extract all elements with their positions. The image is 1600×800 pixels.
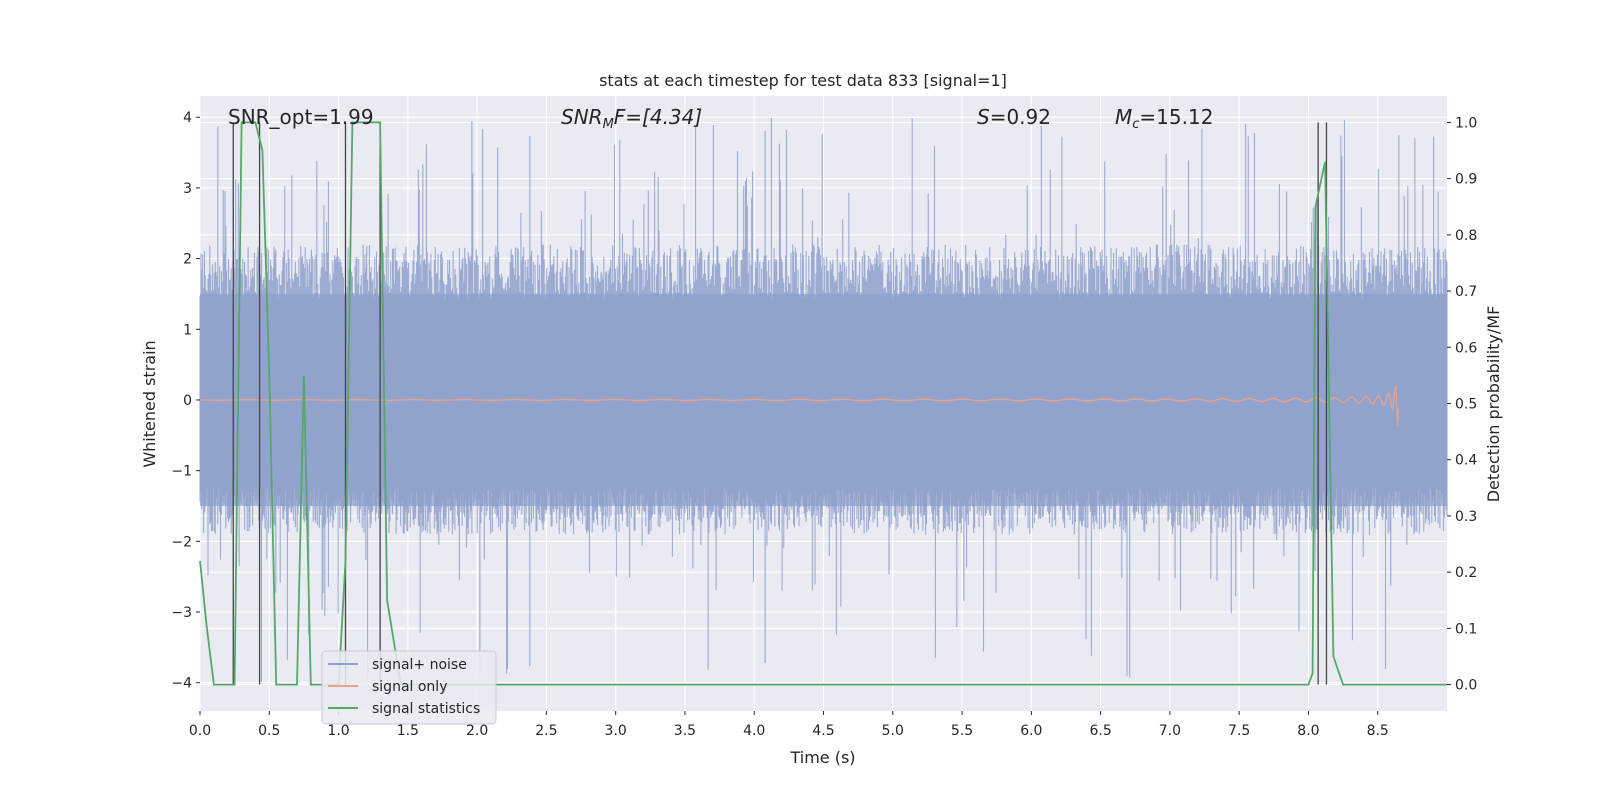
annotation-s-symbol: S — [977, 105, 990, 129]
y2-tick-labels: 1.0 0.9 0.8 0.7 0.6 0.5 0.4 0.3 0.2 0.1 0.0 — [1447, 115, 1477, 694]
annotation-snr-mf: SNRMF=[4.34] — [561, 105, 702, 132]
annotation-mc: Mc=15.12 — [1115, 105, 1213, 132]
y2-tick-label: 0.6 — [1455, 340, 1477, 356]
y-tick-label: −1 — [171, 464, 192, 480]
legend-label-signal-only: signal only — [372, 679, 447, 695]
annotation-snr-mf-subscript: M — [603, 117, 614, 132]
annotation-mc-symbol: M — [1115, 105, 1132, 129]
x-tick-label: 6.0 — [1020, 723, 1042, 739]
annotation-snr-mf-symbol: SNR — [561, 105, 603, 129]
x-tick-label: 3.5 — [674, 723, 696, 739]
x-tick-label: 5.5 — [951, 723, 973, 739]
legend-label-signal-noise: signal+ noise — [372, 657, 467, 673]
y2-tick-label: 0.0 — [1455, 678, 1477, 694]
y2-axis-label: Detection probability/MF — [1484, 306, 1503, 503]
legend: signal+ noise signal only signal statist… — [321, 650, 497, 725]
annotation-mc-value: =15.12 — [1139, 105, 1213, 129]
x-tick-label: 0.0 — [189, 723, 211, 739]
x-tick-label: 7.0 — [1159, 723, 1181, 739]
x-tick-label: 8.5 — [1367, 723, 1389, 739]
y2-tick-label: 0.2 — [1455, 565, 1477, 581]
x-tick-label: 2.5 — [535, 723, 557, 739]
y2-tick-label: 0.8 — [1455, 228, 1477, 244]
y-tick-label: −2 — [171, 534, 192, 550]
y2-tick-label: 1.0 — [1455, 115, 1477, 131]
x-tick-label: 8.0 — [1297, 723, 1319, 739]
y-tick-label: −4 — [171, 676, 192, 692]
annotation-snr-opt: SNR_opt=1.99 — [228, 105, 374, 129]
y-tick-label: 3 — [183, 181, 192, 197]
x-tick-label: 0.5 — [258, 723, 280, 739]
y2-tick-label: 0.3 — [1455, 509, 1477, 525]
x-tick-label: 6.5 — [1089, 723, 1111, 739]
annotation-mc-subscript: c — [1132, 117, 1139, 132]
annotation-s-value: =0.92 — [990, 105, 1051, 129]
x-tick-label: 1.5 — [397, 723, 419, 739]
y2-tick-label: 0.1 — [1455, 621, 1477, 637]
y-tick-labels: 4 3 2 1 0 −1 −2 −3 −4 — [171, 110, 200, 692]
y-tick-label: 0 — [183, 393, 192, 409]
x-tick-label: 7.5 — [1228, 723, 1250, 739]
y2-tick-label: 0.7 — [1455, 284, 1477, 300]
annotation-s: S=0.92 — [977, 105, 1051, 129]
annotation-snr-mf-value: F=[4.34] — [614, 105, 702, 129]
y-tick-label: −3 — [171, 605, 192, 621]
legend-box — [321, 650, 497, 725]
y2-tick-label: 0.5 — [1455, 397, 1477, 413]
x-axis-label: Time (s) — [789, 748, 855, 767]
y-axis-label: Whitened strain — [140, 340, 159, 467]
y2-tick-label: 0.4 — [1455, 453, 1477, 469]
x-tick-label: 2.0 — [466, 723, 488, 739]
y-tick-label: 1 — [183, 322, 192, 338]
chirp-trace — [199, 384, 1400, 426]
legend-label-signal-statistics: signal statistics — [372, 701, 480, 717]
y-tick-label: 4 — [183, 110, 192, 126]
x-tick-label: 1.0 — [327, 723, 349, 739]
x-tick-label: 3.0 — [605, 723, 627, 739]
x-tick-labels: 0.0 0.5 1.0 1.5 2.0 2.5 3.0 3.5 4.0 4.5 5.0 5.5 6.0 6… — [189, 711, 1389, 739]
y-tick-label: 2 — [183, 252, 192, 268]
x-tick-label: 5.0 — [882, 723, 904, 739]
x-tick-label: 4.5 — [812, 723, 834, 739]
y2-tick-label: 0.9 — [1455, 172, 1477, 188]
x-tick-label: 4.0 — [743, 723, 765, 739]
chart-title: stats at each timestep for test data 833… — [599, 71, 1007, 90]
series-signal-only — [199, 384, 1400, 426]
